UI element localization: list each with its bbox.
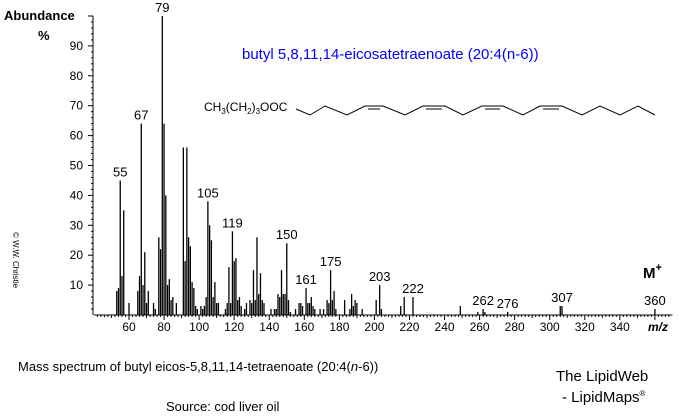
peak-label-150: 150 — [276, 227, 298, 242]
x-tick-label: 200 — [364, 320, 384, 334]
peak-label-203: 203 — [369, 269, 391, 284]
chart-title: butyl 5,8,11,14-eicosatetraenoate (20:4(… — [242, 46, 539, 63]
x-tick-label: 100 — [189, 320, 209, 334]
peak-label-222: 222 — [402, 281, 424, 296]
x-tick-label: 260 — [470, 320, 490, 334]
x-tick-label: 300 — [540, 320, 560, 334]
peak-label-175: 175 — [320, 254, 342, 269]
peak-label-119: 119 — [222, 215, 243, 230]
svg-text:CH3(CH2)3OOC: CH3(CH2)3OOC — [204, 100, 288, 116]
peak-label-67: 67 — [134, 108, 148, 123]
structure-formula: CH3(CH2)3OOC — [204, 100, 656, 116]
peak-bars — [116, 16, 656, 315]
fatty-chain-skeleton — [295, 105, 656, 116]
x-axis-label: m/z — [648, 320, 668, 334]
y-tick-label: 50 — [70, 159, 84, 173]
axes: 60 80 100 120 140 160 180 200 220 240 260 280 300 320… — [70, 15, 673, 334]
y-tick-label: 40 — [70, 188, 84, 202]
peak-label-79: 79 — [155, 0, 169, 15]
x-tick-label: 340 — [610, 320, 630, 334]
peak-label-55: 55 — [113, 164, 127, 179]
peak-label-161: 161 — [295, 272, 317, 287]
brand-lipidmaps: - LipidMaps® — [562, 389, 646, 406]
brand-lipidweb: The LipidWeb — [556, 368, 649, 385]
y-axis-label: Abundance — [4, 8, 75, 23]
x-tick-label: 280 — [505, 320, 525, 334]
x-tick-label: 160 — [294, 320, 314, 334]
x-tick-label: 180 — [329, 320, 349, 334]
x-tick-label: 60 — [122, 320, 136, 334]
peak-label-307: 307 — [551, 290, 573, 305]
figure-caption: Mass spectrum of butyl eicos-5,8,11,14-t… — [18, 359, 379, 374]
x-tick-label: 240 — [435, 320, 455, 334]
peak-label-360: 360 — [644, 293, 666, 308]
molecular-ion-label: M+ — [643, 262, 662, 282]
x-tick-label: 220 — [399, 320, 419, 334]
y-tick-label: 10 — [70, 278, 84, 292]
y-tick-label: 90 — [70, 39, 84, 53]
x-tick-label: 140 — [259, 320, 279, 334]
y-tick-label: 70 — [70, 99, 84, 113]
y-tick-label: 80 — [70, 69, 84, 83]
peak-label-276: 276 — [497, 296, 519, 311]
y-axis-unit: % — [38, 28, 50, 43]
x-tick-label: 80 — [157, 320, 171, 334]
peak-label-262: 262 — [472, 293, 494, 308]
x-tick-label: 320 — [575, 320, 595, 334]
y-tick-label: 60 — [70, 129, 84, 143]
source-note: Source: cod liver oil — [166, 399, 280, 414]
copyright-watermark: © W.W. Christie — [11, 232, 20, 289]
y-tick-label: 30 — [70, 218, 84, 232]
x-tick-label: 120 — [224, 320, 244, 334]
peak-label-105: 105 — [197, 185, 219, 200]
y-tick-label: 20 — [70, 248, 84, 262]
